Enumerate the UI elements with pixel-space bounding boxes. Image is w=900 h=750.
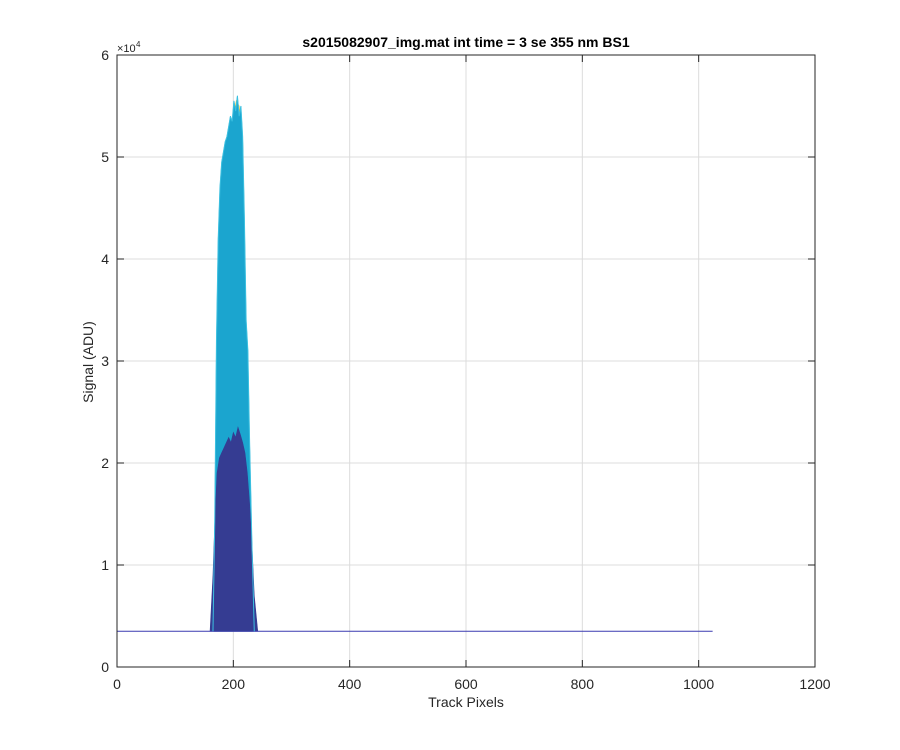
x-tick-label: 1200 xyxy=(799,676,830,692)
y-tick-label: 2 xyxy=(101,455,109,471)
y-tick-label: 1 xyxy=(101,557,109,573)
y-tick-label: 0 xyxy=(101,659,109,675)
x-tick-label: 800 xyxy=(571,676,595,692)
y-tick-label: 4 xyxy=(101,251,109,267)
y-exponent-power: 4 xyxy=(136,40,141,49)
chart-title: s2015082907_img.mat int time = 3 se 355 … xyxy=(302,34,629,50)
y-tick-label: 5 xyxy=(101,149,109,165)
tick-marks xyxy=(116,54,816,668)
y-tick-labels: 0 1 2 3 4 5 6 xyxy=(101,47,109,675)
x-tick-label: 400 xyxy=(338,676,362,692)
series-layer xyxy=(117,95,713,632)
y-exponent-base: ×10 xyxy=(117,43,136,55)
y-axis-label: Signal (ADU) xyxy=(80,321,96,403)
series-area-dark_blue xyxy=(209,426,259,632)
x-axis-label: Track Pixels xyxy=(428,694,504,710)
x-tick-label: 1000 xyxy=(683,676,714,692)
x-tick-label: 200 xyxy=(222,676,246,692)
x-tick-label: 600 xyxy=(454,676,478,692)
x-tick-label: 0 xyxy=(113,676,121,692)
x-tick-labels: 0 200 400 600 800 1000 1200 xyxy=(113,676,831,692)
y-tick-label: 3 xyxy=(101,353,109,369)
series-cyan-edge xyxy=(212,95,255,632)
y-tick-label: 6 xyxy=(101,47,109,63)
